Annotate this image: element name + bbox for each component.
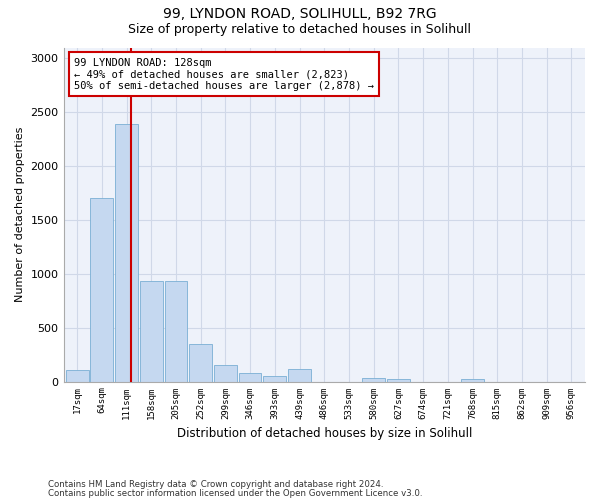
Bar bbox=[288, 369, 311, 382]
Bar bbox=[263, 376, 286, 382]
X-axis label: Distribution of detached houses by size in Solihull: Distribution of detached houses by size … bbox=[176, 427, 472, 440]
Bar bbox=[214, 366, 237, 382]
Bar bbox=[66, 370, 89, 382]
Bar bbox=[140, 282, 163, 382]
Text: Contains HM Land Registry data © Crown copyright and database right 2024.: Contains HM Land Registry data © Crown c… bbox=[48, 480, 383, 489]
Bar bbox=[461, 380, 484, 382]
Bar bbox=[164, 282, 187, 382]
Text: 99, LYNDON ROAD, SOLIHULL, B92 7RG: 99, LYNDON ROAD, SOLIHULL, B92 7RG bbox=[163, 8, 437, 22]
Text: Contains public sector information licensed under the Open Government Licence v3: Contains public sector information licen… bbox=[48, 488, 422, 498]
Y-axis label: Number of detached properties: Number of detached properties bbox=[15, 127, 25, 302]
Text: Size of property relative to detached houses in Solihull: Size of property relative to detached ho… bbox=[128, 22, 472, 36]
Text: 99 LYNDON ROAD: 128sqm
← 49% of detached houses are smaller (2,823)
50% of semi-: 99 LYNDON ROAD: 128sqm ← 49% of detached… bbox=[74, 58, 374, 90]
Bar bbox=[239, 373, 262, 382]
Bar bbox=[190, 344, 212, 382]
Bar bbox=[387, 380, 410, 382]
Bar bbox=[362, 378, 385, 382]
Bar bbox=[91, 198, 113, 382]
Bar bbox=[115, 124, 138, 382]
